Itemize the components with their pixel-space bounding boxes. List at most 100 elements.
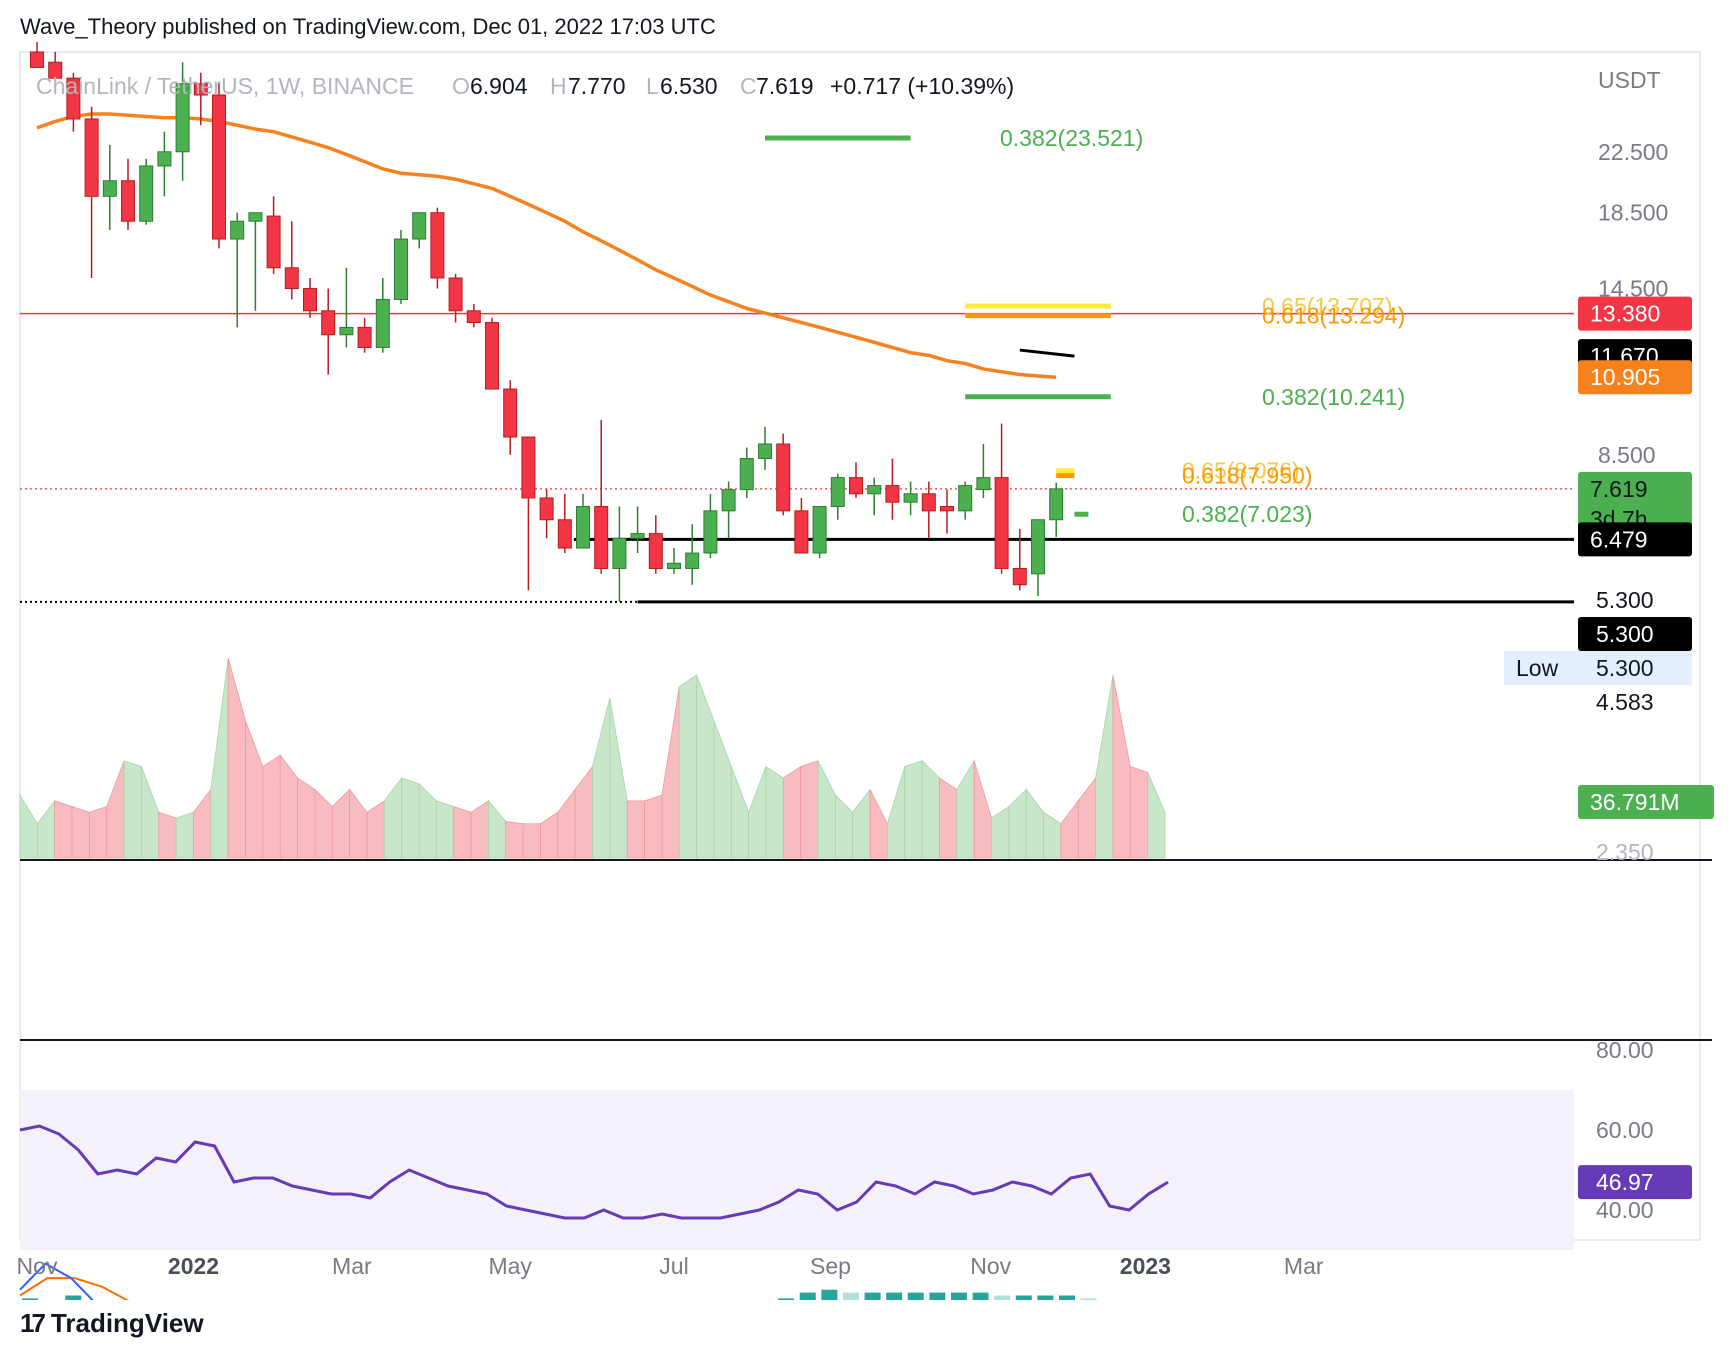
volume-segment bbox=[852, 788, 871, 859]
volume-segment bbox=[349, 788, 368, 859]
fib-level-label: 0.65(13.707) bbox=[1262, 293, 1392, 319]
volume-segment bbox=[210, 657, 229, 859]
volume-pane bbox=[19, 657, 1166, 859]
volume-segment bbox=[713, 720, 732, 859]
volume-segment bbox=[488, 799, 507, 859]
price-badge-text: 10.905 bbox=[1590, 364, 1660, 390]
candle-body bbox=[466, 310, 481, 324]
price-pane: 0.382(23.521) 0.65(13.707)0.618(13.294) 0.… bbox=[20, 42, 1574, 604]
volume-segment bbox=[991, 805, 1010, 859]
price-axis-tick: 8.500 bbox=[1598, 442, 1656, 468]
volume-segment bbox=[1043, 811, 1062, 859]
volume-segment bbox=[54, 800, 73, 859]
candle-body bbox=[157, 151, 172, 167]
volume-segment bbox=[817, 760, 836, 859]
volume-segment bbox=[592, 697, 611, 859]
volume-segment bbox=[418, 782, 437, 859]
volume-segment bbox=[644, 794, 663, 859]
volume-segment bbox=[106, 760, 125, 859]
volume-segment bbox=[141, 766, 160, 859]
macd-hist-bar bbox=[1037, 1295, 1054, 1300]
volume-segment bbox=[730, 766, 750, 859]
volume-segment bbox=[175, 811, 194, 859]
macd-hist-bar bbox=[22, 1298, 38, 1300]
volume-segment bbox=[245, 720, 264, 859]
rsi-pane bbox=[19, 1090, 1574, 1250]
volume-segment bbox=[19, 793, 38, 859]
volume-segment bbox=[297, 777, 316, 859]
legend-h-label: H bbox=[550, 73, 567, 99]
candle-body bbox=[375, 298, 390, 348]
candle-body bbox=[357, 326, 372, 348]
candle-body bbox=[66, 77, 81, 120]
candle-body bbox=[175, 83, 190, 153]
candle-body bbox=[612, 537, 627, 569]
volume-segment bbox=[574, 765, 593, 859]
volume-badge bbox=[1578, 785, 1714, 819]
candle-body bbox=[193, 83, 208, 96]
volume-segment bbox=[1025, 788, 1044, 859]
candle-body bbox=[903, 493, 918, 503]
time-axis-tick: Mar bbox=[1284, 1253, 1324, 1279]
candle-body bbox=[776, 443, 791, 512]
axes: USDT22.50018.50014.5008.50013.38011.6701… bbox=[17, 67, 1714, 1300]
price-scale-value: 5.300 bbox=[1596, 655, 1654, 681]
candle-body bbox=[648, 533, 663, 569]
candle-body bbox=[303, 288, 317, 312]
fib-level-label: 0.382(10.241) bbox=[1262, 384, 1405, 410]
volume-segment bbox=[331, 788, 351, 859]
tradingview-logo[interactable]: 17 TradingView bbox=[20, 1308, 204, 1339]
candle-body bbox=[230, 220, 245, 240]
volume-segment bbox=[939, 777, 958, 859]
volume-segment bbox=[505, 820, 524, 859]
rsi-badge-text: 46.97 bbox=[1596, 1169, 1654, 1195]
price-axis-tick: 22.500 bbox=[1598, 139, 1668, 165]
candle-body bbox=[539, 497, 554, 521]
rsi-badge bbox=[1578, 1165, 1692, 1200]
candle-body bbox=[630, 533, 645, 539]
macd-hist-bar bbox=[972, 1292, 989, 1300]
candle-body bbox=[812, 505, 827, 554]
time-axis-tick: 2022 bbox=[168, 1253, 219, 1279]
rsi-axis-tick: 40.00 bbox=[1596, 1197, 1654, 1223]
volume-segment bbox=[227, 657, 246, 859]
time-axis-tick: May bbox=[488, 1253, 532, 1279]
volume-segment bbox=[36, 799, 56, 859]
rsi-axis-tick: 60.00 bbox=[1596, 1117, 1654, 1143]
volume-segment bbox=[401, 777, 420, 859]
rsi-band bbox=[20, 1090, 1574, 1250]
price-badge bbox=[1578, 617, 1692, 651]
legend-c-label: C bbox=[740, 73, 757, 99]
volume-segment bbox=[1129, 766, 1149, 859]
candle-body bbox=[576, 505, 590, 549]
fib-level-label: 0.382(7.023) bbox=[1182, 501, 1312, 527]
candle-body bbox=[139, 165, 154, 222]
legend-change: +0.717 (+10.39%) bbox=[830, 73, 1014, 99]
macd-pane bbox=[19, 1262, 1097, 1300]
macd-hist-bar bbox=[994, 1295, 1011, 1300]
macd-hist-bar bbox=[864, 1292, 881, 1300]
candle-body bbox=[30, 51, 44, 68]
volume-segment bbox=[626, 800, 645, 859]
volume-segment bbox=[470, 800, 489, 859]
price-badge bbox=[1578, 360, 1692, 395]
macd-hist-bar bbox=[799, 1292, 816, 1300]
candle-body bbox=[667, 562, 681, 569]
price-badge-text: 6.479 bbox=[1590, 526, 1648, 552]
legend-o-label: O bbox=[452, 73, 470, 99]
volume-segment bbox=[661, 686, 680, 859]
rsi-axis-tick: 80.00 bbox=[1596, 1037, 1654, 1063]
candle-body bbox=[921, 493, 936, 512]
volume-segment bbox=[383, 776, 403, 859]
candle-body bbox=[594, 505, 609, 569]
volume-segment bbox=[748, 766, 767, 859]
legend-o-value: 6.904 bbox=[470, 73, 528, 99]
volume-segment bbox=[1147, 772, 1166, 859]
volume-segment bbox=[158, 811, 177, 859]
volume-segment bbox=[1077, 776, 1097, 859]
candle-body bbox=[557, 519, 572, 549]
candle-body bbox=[48, 61, 63, 79]
volume-segment bbox=[435, 800, 455, 859]
volume-segment bbox=[921, 759, 940, 859]
candle-body bbox=[430, 212, 445, 279]
